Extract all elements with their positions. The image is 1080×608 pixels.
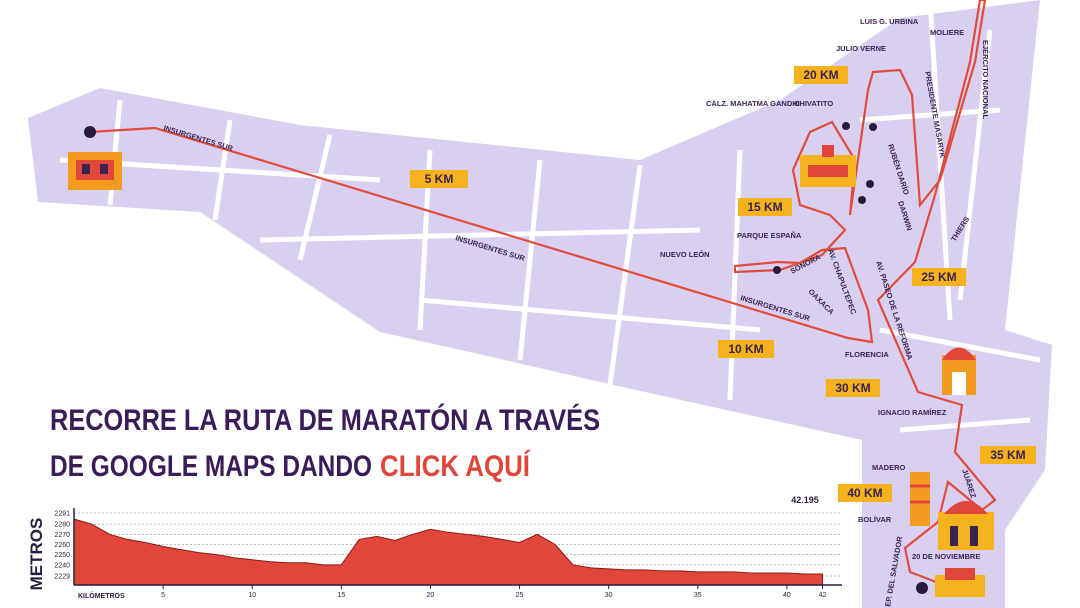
- y-tick-label: 2270: [54, 532, 70, 539]
- x-tick-label: 40: [783, 592, 791, 599]
- y-axis-title: METROS: [27, 518, 46, 591]
- km-marker: 25 KM: [912, 268, 966, 286]
- x-tick-label: 30: [605, 592, 613, 599]
- y-tick-label: 2240: [54, 562, 70, 569]
- headline: DE GOOGLE MAPS DANDO: [50, 450, 372, 483]
- km-marker: 35 KM: [980, 446, 1036, 464]
- km-label: 25 KM: [921, 270, 956, 284]
- street-label: PARQUE ESPAÑA: [737, 231, 802, 240]
- landmark-tower: [910, 472, 930, 526]
- start-pin: [84, 126, 96, 138]
- street-label: BOLÍVAR: [858, 515, 892, 524]
- x-tick-label: 15: [337, 592, 345, 599]
- km-label: 20 KM: [803, 68, 838, 82]
- street-label: IGNACIO RAMÍREZ: [878, 408, 947, 417]
- streets-grid: [59, 0, 1041, 433]
- street-label: CALZ. MAHATMA GANDHI: [706, 99, 800, 108]
- street-label: FLORENCIA: [845, 350, 889, 359]
- x-tick-label: 10: [248, 592, 256, 599]
- x-tick-label: 25: [516, 592, 524, 599]
- x-tick-label: 35: [694, 592, 702, 599]
- finish-pin: [916, 582, 928, 594]
- street-label: NUEVO LEÓN: [660, 250, 710, 259]
- km-marker: 10 KM: [718, 340, 774, 358]
- y-tick-label: 2229: [54, 574, 70, 581]
- landmark-castle: [800, 145, 856, 187]
- landmark-start: [68, 152, 122, 190]
- street-label: 20 DE NOVIEMBRE: [912, 552, 980, 561]
- km-label: 40 KM: [847, 486, 882, 500]
- x-tick-label: 20: [427, 592, 435, 599]
- km-label: 35 KM: [990, 448, 1025, 462]
- street-label: EJÉRCITO NACIONAL: [981, 40, 990, 119]
- total-distance: 42.195: [791, 495, 819, 505]
- km-marker: 15 KM: [738, 198, 792, 216]
- km-marker: 40 KM: [838, 484, 892, 502]
- click-link[interactable]: CLICK AQUÍ: [380, 449, 531, 483]
- elevation-area: [73, 518, 824, 586]
- y-tick-label: 2291: [54, 511, 70, 518]
- elevation-chart: 2291 2280 2270 2260 2250 2240 2229 5 10 15 20 25 30 3…: [54, 508, 844, 599]
- street-label: CHIVATITO: [794, 99, 833, 108]
- km-label: 30 KM: [835, 381, 870, 395]
- km-label: 5 KM: [425, 172, 454, 186]
- km-label: 15 KM: [747, 200, 782, 214]
- x-tick-label: 42: [819, 592, 827, 599]
- landmark-bellas-artes: [938, 501, 994, 550]
- x-axis-title: KILÓMETROS: [78, 591, 125, 600]
- km-marker: 20 KM: [794, 66, 848, 84]
- street-label: JULIO VERNE: [836, 44, 886, 53]
- x-tick-label: 5: [161, 592, 165, 599]
- street-label: MOLIERE: [930, 28, 964, 37]
- y-tick-label: 2250: [54, 552, 70, 559]
- map-area: [28, 0, 1052, 608]
- headline: RECORRE LA RUTA DE MARATÓN A TRAVÉS: [50, 403, 600, 437]
- pins: [773, 122, 877, 274]
- km-label: 10 KM: [728, 342, 763, 356]
- km-marker: 5 KM: [410, 170, 468, 188]
- street-label: LUIS G. URBINA: [860, 17, 919, 26]
- km-marker: 30 KM: [826, 379, 880, 397]
- y-tick-label: 2280: [54, 522, 70, 529]
- y-tick-label: 2260: [54, 542, 70, 549]
- route: [89, 0, 997, 584]
- landmark-monument: [942, 347, 976, 395]
- landmark-zocalo: [935, 568, 985, 597]
- street-label: MADERO: [872, 463, 905, 472]
